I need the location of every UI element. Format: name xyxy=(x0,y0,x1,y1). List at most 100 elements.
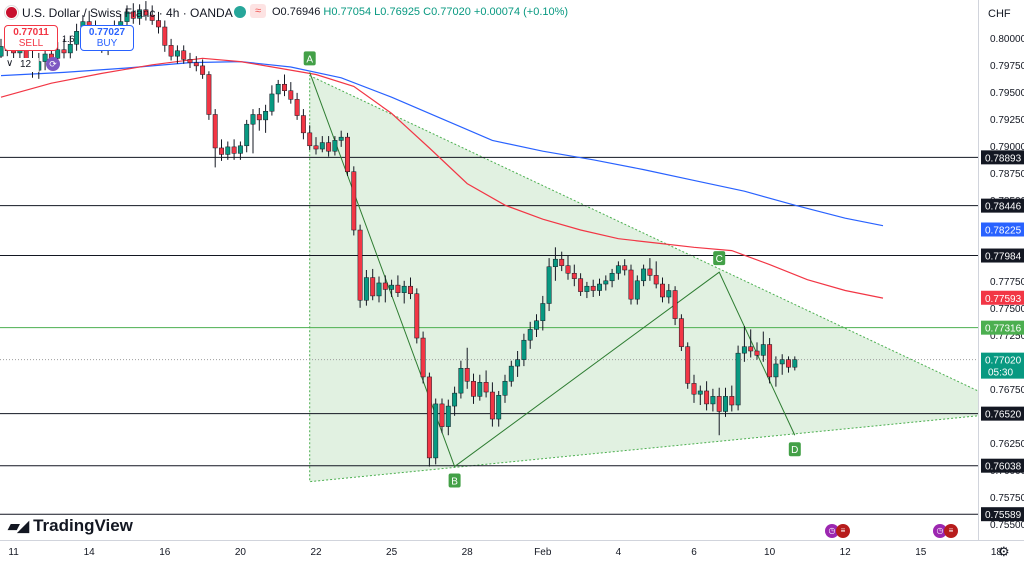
candle[interactable] xyxy=(61,38,67,59)
candle[interactable] xyxy=(590,279,596,297)
lot-size-control[interactable]: ∨ 12 xyxy=(0,58,39,72)
candle[interactable] xyxy=(319,136,325,153)
candle[interactable] xyxy=(697,385,703,405)
candle[interactable] xyxy=(483,370,489,398)
candle[interactable] xyxy=(307,125,313,151)
candle[interactable] xyxy=(452,386,458,416)
candle[interactable] xyxy=(250,109,256,154)
candle[interactable] xyxy=(496,390,502,427)
candle[interactable] xyxy=(420,331,426,384)
tradingview-logo[interactable]: ▰◢ TradingView xyxy=(8,516,133,536)
candle[interactable] xyxy=(212,109,218,168)
candle[interactable] xyxy=(263,104,269,133)
sell-button[interactable]: 0.77011 SELL xyxy=(4,25,58,51)
candle[interactable] xyxy=(471,373,476,404)
candle[interactable] xyxy=(559,251,565,272)
candle[interactable] xyxy=(389,279,395,297)
candle[interactable] xyxy=(678,314,684,351)
candle[interactable] xyxy=(647,258,653,281)
chevron-down-icon[interactable]: ∨ xyxy=(6,58,14,69)
candle[interactable] xyxy=(508,360,514,387)
ema-blue-line[interactable] xyxy=(0,60,884,227)
candle[interactable] xyxy=(67,35,73,59)
candle[interactable] xyxy=(426,372,432,467)
level-price-tag[interactable]: 0.76520 xyxy=(981,406,1024,421)
candle[interactable] xyxy=(489,382,495,427)
candle[interactable] xyxy=(256,108,262,131)
candle[interactable] xyxy=(666,284,672,304)
candle[interactable] xyxy=(439,398,445,434)
candle[interactable] xyxy=(502,374,508,403)
candle[interactable] xyxy=(634,275,640,305)
candle[interactable] xyxy=(445,399,451,436)
candle[interactable] xyxy=(357,224,363,308)
candle[interactable] xyxy=(225,141,231,160)
candle[interactable] xyxy=(338,130,344,147)
indicator-price-tag[interactable]: 0.77593 xyxy=(981,290,1024,305)
candle[interactable] xyxy=(345,132,350,177)
level-price-tag[interactable]: 0.77316 xyxy=(981,320,1024,335)
indicator-price-tag[interactable]: 0.78225 xyxy=(981,222,1024,237)
candle[interactable] xyxy=(741,326,747,362)
candle[interactable] xyxy=(181,45,187,64)
candle[interactable] xyxy=(130,3,136,24)
candle[interactable] xyxy=(704,381,710,411)
candle[interactable] xyxy=(565,255,571,280)
candle[interactable] xyxy=(534,314,539,337)
candle[interactable] xyxy=(779,354,785,375)
refresh-icon[interactable]: ⟳ xyxy=(46,57,60,71)
candle[interactable] xyxy=(395,275,401,297)
candle[interactable] xyxy=(231,139,237,160)
candle[interactable] xyxy=(760,331,766,362)
candle[interactable] xyxy=(219,139,224,161)
candle[interactable] xyxy=(363,270,369,306)
candle[interactable] xyxy=(515,351,521,377)
candle[interactable] xyxy=(162,20,168,52)
candle[interactable] xyxy=(237,141,243,160)
gear-icon[interactable]: ⚙ xyxy=(998,544,1010,559)
candle[interactable] xyxy=(672,286,678,326)
candle[interactable] xyxy=(42,47,48,71)
candle[interactable] xyxy=(200,59,206,79)
currency-label[interactable]: CHF xyxy=(988,8,1011,20)
candle[interactable] xyxy=(653,261,659,289)
candle[interactable] xyxy=(288,82,294,104)
level-price-tag[interactable]: 0.76038 xyxy=(981,458,1024,473)
candle[interactable] xyxy=(244,119,250,153)
candle[interactable] xyxy=(578,273,584,296)
candle[interactable] xyxy=(716,387,722,436)
candle[interactable] xyxy=(269,85,275,116)
candle[interactable] xyxy=(408,277,413,300)
candle[interactable] xyxy=(792,356,798,371)
candle[interactable] xyxy=(609,268,615,288)
pattern-point-c[interactable]: C xyxy=(713,251,726,266)
candle[interactable] xyxy=(143,1,149,21)
candle[interactable] xyxy=(767,338,773,384)
candle[interactable] xyxy=(376,276,382,303)
candle[interactable] xyxy=(546,258,552,312)
candle[interactable] xyxy=(351,166,357,236)
event-marker-icon[interactable]: ◷ xyxy=(933,524,947,538)
candle[interactable] xyxy=(597,278,602,296)
candle[interactable] xyxy=(685,342,691,389)
level-price-tag[interactable]: 0.75589 xyxy=(981,507,1024,522)
buy-button[interactable]: 0.77027 BUY xyxy=(80,25,134,51)
candle[interactable] xyxy=(149,5,155,25)
candle[interactable] xyxy=(477,374,483,401)
candle[interactable] xyxy=(174,45,180,64)
candle[interactable] xyxy=(401,280,407,304)
candle[interactable] xyxy=(552,247,558,281)
candle[interactable] xyxy=(414,288,420,344)
candle[interactable] xyxy=(735,345,741,411)
candle[interactable] xyxy=(571,264,577,287)
candle[interactable] xyxy=(603,275,609,291)
pattern-point-b[interactable]: B xyxy=(448,473,461,488)
level-price-tag[interactable]: 0.78893 xyxy=(981,150,1024,165)
candle[interactable] xyxy=(124,5,130,27)
candle[interactable] xyxy=(187,52,193,69)
candle[interactable] xyxy=(641,264,647,287)
candle[interactable] xyxy=(786,356,791,373)
candle[interactable] xyxy=(754,342,760,360)
wave-icon[interactable]: ≈ xyxy=(250,4,266,18)
